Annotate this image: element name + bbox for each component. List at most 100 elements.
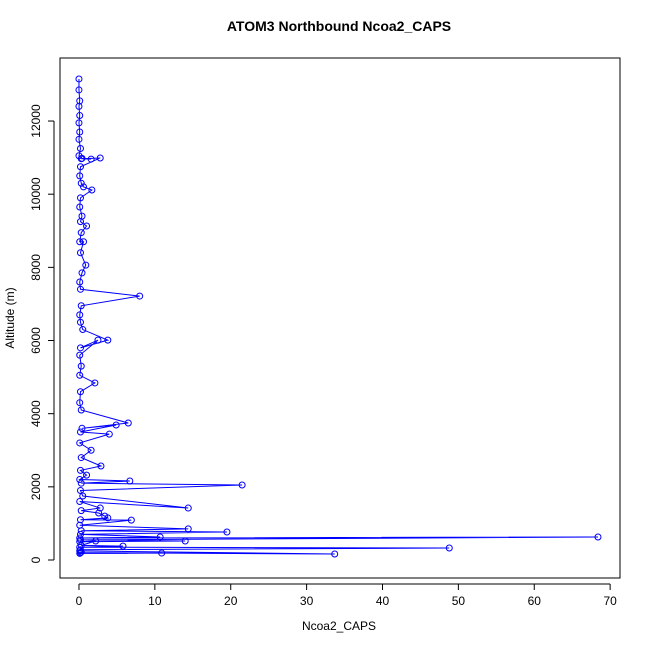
data-point: [104, 336, 112, 344]
data-point: [76, 371, 84, 379]
data-point: [126, 477, 134, 485]
data-point: [76, 466, 84, 474]
data-point: [77, 527, 85, 535]
data-point: [76, 439, 84, 447]
data-point: [77, 155, 85, 163]
y-tick-label: 6000: [29, 327, 43, 354]
data-point: [78, 269, 86, 277]
plot-box: [59, 57, 621, 579]
data-point: [119, 542, 127, 550]
data-point: [76, 318, 84, 326]
data-point: [76, 238, 84, 246]
data-point: [331, 550, 339, 558]
data-point: [97, 462, 105, 470]
data-point: [91, 379, 99, 387]
data-point: [77, 548, 85, 556]
data-point: [445, 544, 453, 552]
data-point: [80, 238, 88, 246]
y-tick-label: 4000: [29, 400, 43, 427]
y-tick-label: 10000: [29, 177, 43, 211]
data-point: [76, 344, 84, 352]
data-point: [124, 419, 132, 427]
y-axis-label: Altitude (m): [3, 287, 17, 348]
data-line: [78, 78, 598, 555]
data-point: [76, 203, 84, 211]
data-point: [79, 326, 87, 334]
data-point: [181, 537, 189, 545]
x-tick-label: 20: [224, 594, 238, 608]
data-point: [75, 119, 83, 127]
x-tick-label: 30: [300, 594, 314, 608]
data-point: [75, 75, 83, 83]
data-point: [77, 362, 85, 370]
x-tick-label: 10: [148, 594, 162, 608]
data-point: [77, 302, 85, 310]
data-point: [77, 229, 85, 237]
data-point: [76, 388, 84, 396]
data-point: [238, 481, 246, 489]
data-point: [76, 538, 84, 546]
data-point: [95, 509, 103, 517]
x-tick-label: 70: [603, 594, 617, 608]
data-point: [76, 428, 84, 436]
data-point: [104, 514, 112, 522]
data-point: [127, 516, 135, 524]
data-point: [82, 261, 90, 269]
data-point: [78, 424, 86, 432]
y-tick-label: 2000: [29, 473, 43, 500]
data-point: [76, 549, 84, 557]
data-point: [75, 102, 83, 110]
data-point: [76, 351, 84, 359]
data-point: [76, 128, 84, 136]
data-point: [92, 537, 100, 545]
data-point: [76, 194, 84, 202]
data-point: [156, 533, 164, 541]
chart-title: ATOM3 Northbound Ncoa2_CAPS: [227, 18, 451, 34]
data-point: [87, 155, 95, 163]
data-point: [76, 549, 84, 557]
data-point: [77, 454, 85, 462]
data-point: [136, 292, 144, 300]
data-point: [112, 421, 120, 429]
data-point: [76, 311, 84, 319]
data-point: [594, 533, 602, 541]
data-point: [79, 492, 87, 500]
data-point: [75, 86, 83, 94]
data-point: [96, 504, 104, 512]
data-point: [76, 172, 84, 180]
x-tick-label: 0: [76, 594, 83, 608]
data-point: [76, 249, 84, 257]
data-point: [80, 183, 88, 191]
data-point: [223, 528, 231, 536]
data-point: [76, 285, 84, 293]
data-point: [94, 336, 102, 344]
data-point: [184, 525, 192, 533]
data-point: [76, 112, 84, 120]
data-point: [83, 471, 91, 479]
data-point: [77, 507, 85, 515]
data-point: [76, 278, 84, 286]
data-point: [76, 144, 84, 152]
data-point: [77, 479, 85, 487]
data-point: [88, 186, 96, 194]
y-tick-label: 8000: [29, 254, 43, 281]
data-point: [76, 476, 84, 484]
data-point: [96, 154, 104, 162]
data-point: [77, 406, 85, 414]
x-tick-label: 50: [452, 594, 466, 608]
x-axis-label: Ncoa2_CAPS: [302, 619, 376, 633]
data-point: [76, 497, 84, 505]
data-point: [76, 399, 84, 407]
data-point: [76, 530, 84, 538]
data-point: [75, 135, 83, 143]
x-tick-label: 40: [376, 594, 390, 608]
data-point: [158, 549, 166, 557]
data-point: [184, 504, 192, 512]
data-point: [77, 179, 85, 187]
y-tick-label: 12000: [29, 104, 43, 138]
y-tick-label: 0: [29, 556, 43, 563]
data-point: [76, 163, 84, 171]
x-tick-label: 60: [528, 594, 542, 608]
data-point: [76, 218, 84, 226]
